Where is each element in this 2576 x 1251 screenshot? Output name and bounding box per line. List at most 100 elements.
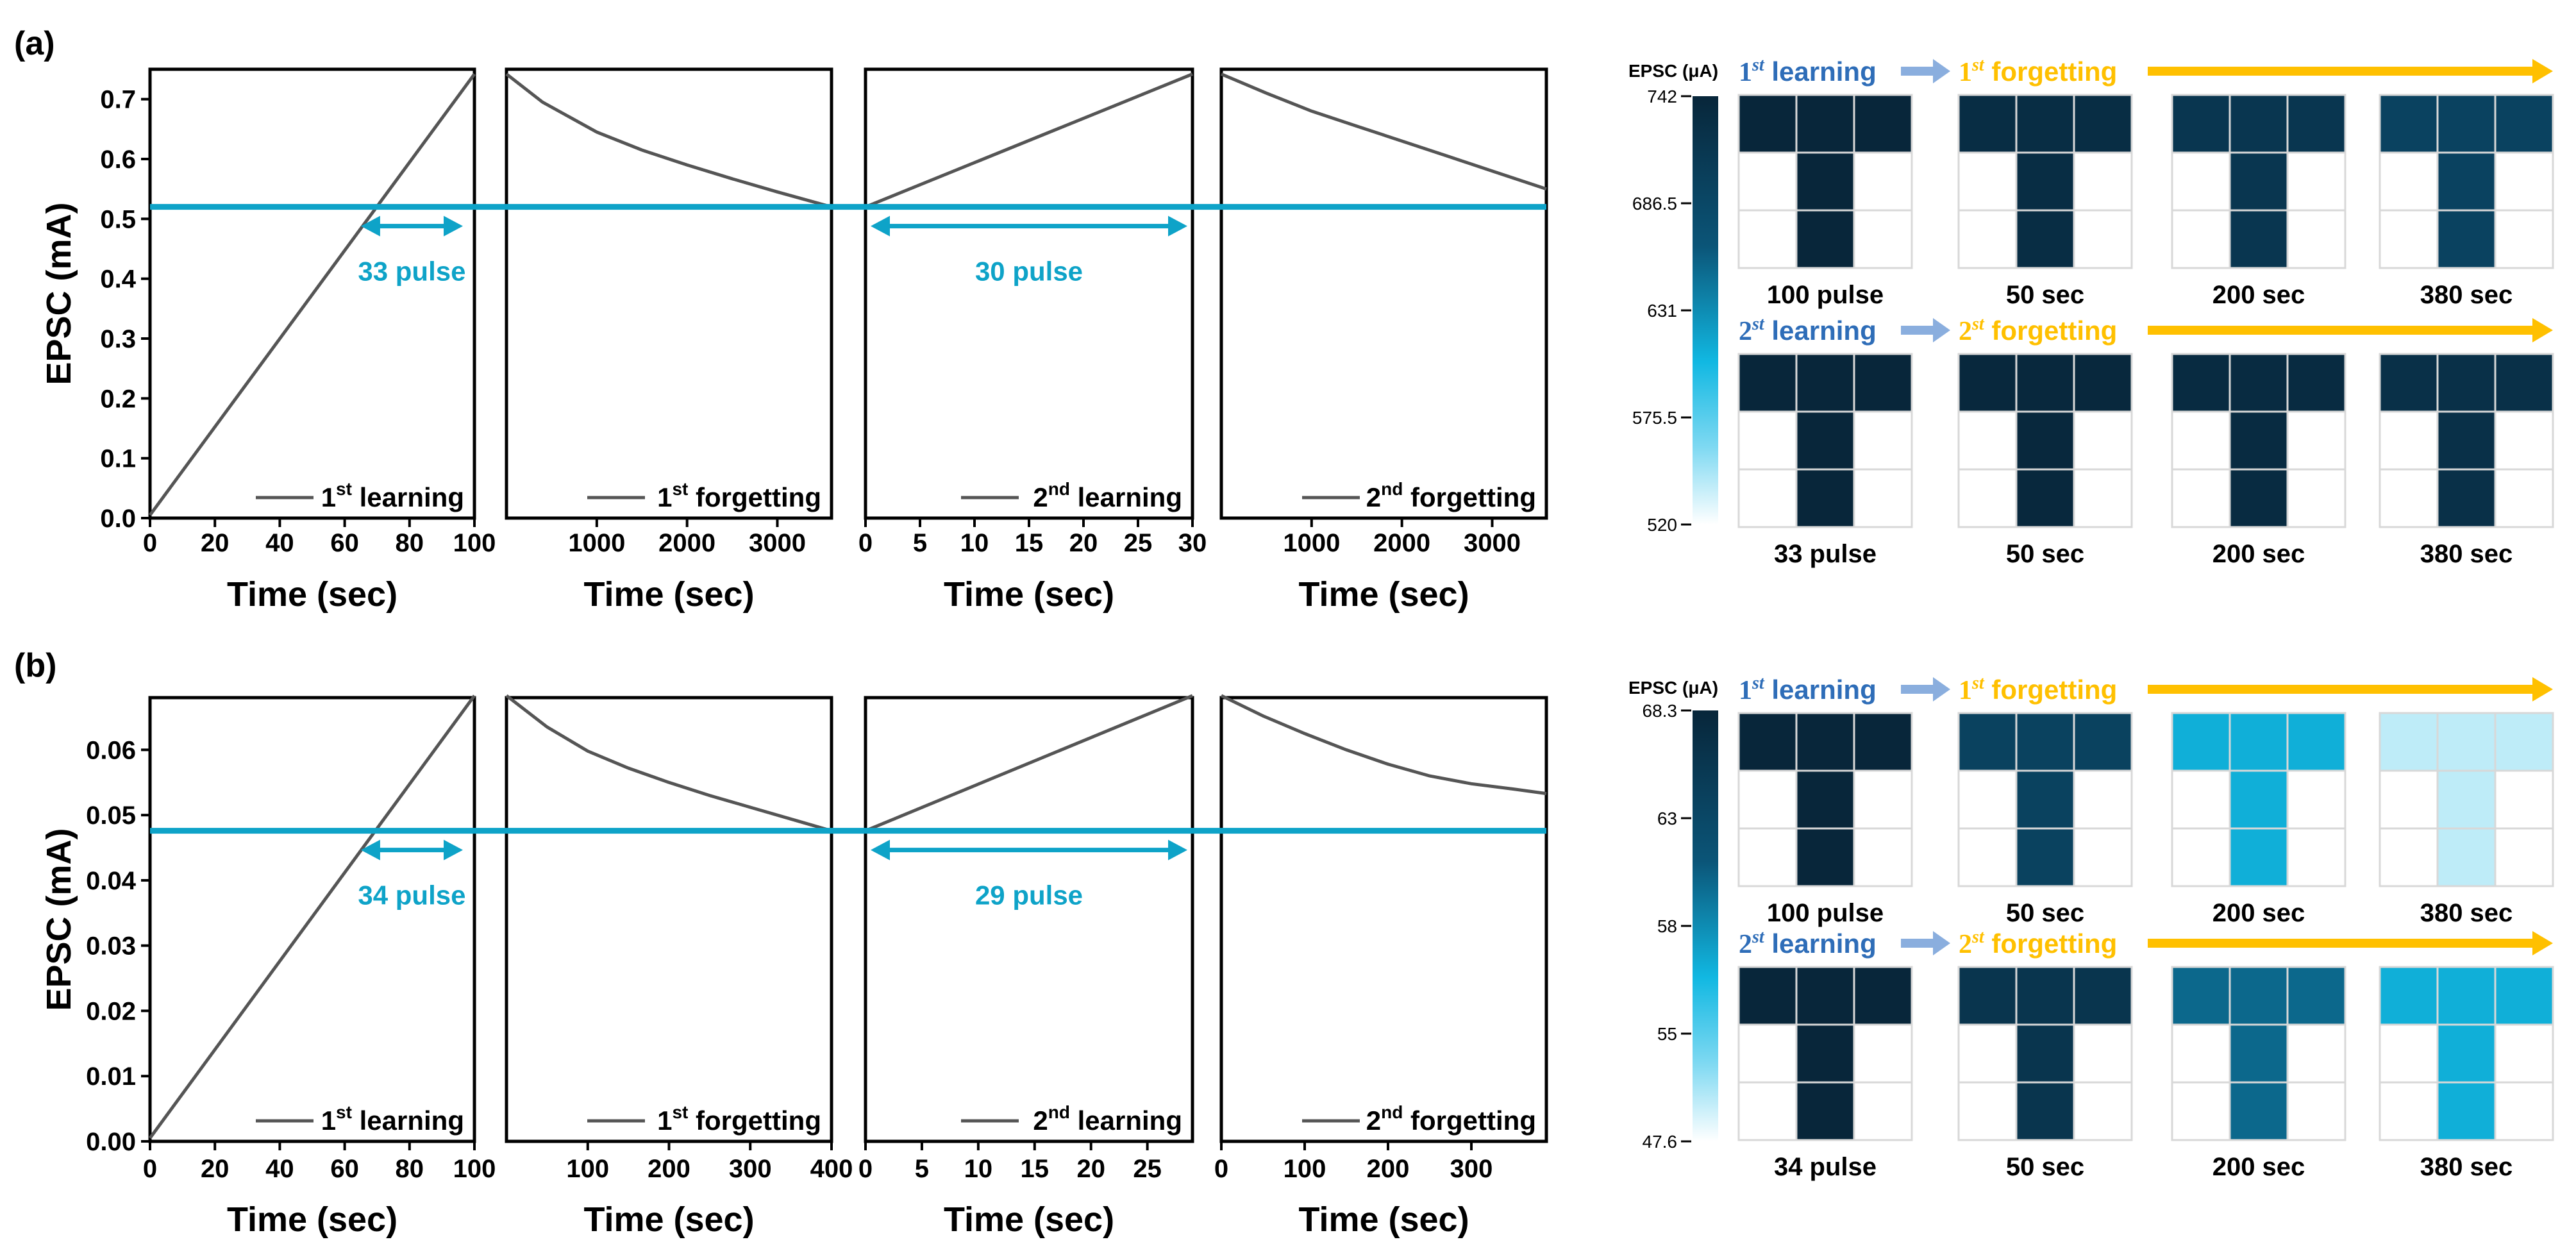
pixel-on bbox=[2015, 712, 2075, 772]
learning-arrow-shaft bbox=[1901, 326, 1933, 335]
pixel-on bbox=[2436, 966, 2497, 1026]
pixel-on bbox=[1795, 410, 1855, 471]
forgetting-arrow-shaft bbox=[2148, 326, 2532, 335]
pixel-on bbox=[2286, 712, 2346, 772]
x-axis-title: Time (sec) bbox=[583, 575, 754, 614]
learning-arrow-head bbox=[1933, 59, 1950, 83]
pixel-off bbox=[2073, 209, 2133, 269]
colorbar-tick-label: 55 bbox=[1657, 1024, 1677, 1044]
pixel-off bbox=[1957, 151, 2018, 212]
series-line bbox=[148, 73, 476, 516]
pattern-caption: 200 sec bbox=[2212, 540, 2305, 568]
learning-arrow-shaft bbox=[1901, 67, 1933, 76]
x-tick-label: 300 bbox=[1450, 1155, 1493, 1183]
pixel-on bbox=[2229, 209, 2289, 269]
pixel-on bbox=[2494, 966, 2554, 1026]
pulse-annotation: 33 pulse bbox=[358, 256, 465, 287]
pixel-on bbox=[2229, 769, 2289, 830]
x-tick-label: 10 bbox=[960, 529, 989, 557]
pixel-off bbox=[2379, 1081, 2439, 1141]
pixel-on bbox=[2229, 1081, 2289, 1141]
pattern-caption: 380 sec bbox=[2420, 899, 2513, 927]
pixel-on bbox=[2436, 827, 2497, 887]
pattern-section: EPSC (μA) 742 686.5 631 575.5 520 1st learning… bbox=[1628, 55, 2554, 568]
colorbar bbox=[1693, 96, 1718, 525]
pixel-off bbox=[1737, 769, 1798, 830]
x-tick-label: 100 bbox=[453, 529, 496, 557]
colorbar-tick-label: 63 bbox=[1657, 809, 1677, 828]
pattern-grid: 380 sec bbox=[2379, 966, 2554, 1181]
pixel-on bbox=[1853, 966, 1913, 1026]
y-tick-label: 0.06 bbox=[86, 736, 136, 764]
series-line bbox=[865, 72, 1193, 209]
colorbar-tick-label: 58 bbox=[1657, 916, 1677, 936]
y-tick-label: 0.4 bbox=[100, 265, 136, 294]
pixel-off bbox=[1957, 209, 2018, 269]
pixel-on bbox=[2229, 468, 2289, 528]
pixel-off bbox=[2286, 827, 2346, 887]
pixel-on bbox=[2229, 966, 2289, 1026]
pixel-on bbox=[2286, 353, 2346, 413]
x-tick-label: 40 bbox=[265, 1155, 294, 1183]
x-tick-label: 80 bbox=[396, 1155, 424, 1183]
legend: 2nd learning bbox=[961, 479, 1182, 512]
pixel-on bbox=[1853, 353, 1913, 413]
arrow-head-left bbox=[871, 839, 890, 861]
pixel-on bbox=[2171, 966, 2231, 1026]
pixel-on bbox=[2436, 209, 2497, 269]
arrow-head-left bbox=[871, 215, 890, 237]
arrow-head-right bbox=[444, 839, 463, 861]
pixel-off bbox=[2494, 1081, 2554, 1141]
pixel-off bbox=[1737, 209, 1798, 269]
colorbar-tick-label: 742 bbox=[1647, 87, 1677, 106]
pixel-off bbox=[1957, 827, 2018, 887]
pixel-off bbox=[2171, 827, 2231, 887]
arrow-head-right bbox=[1168, 215, 1187, 237]
y-tick-label: 0.5 bbox=[100, 205, 136, 233]
subplot-4: 1000 2000 3000 Time (sec) 2nd forgetting bbox=[1219, 67, 1548, 614]
pixel-on bbox=[2015, 1081, 2075, 1141]
x-tick-label: 1000 bbox=[568, 529, 625, 557]
pixel-on bbox=[2073, 353, 2133, 413]
forgetting-arrow-shaft bbox=[2148, 939, 2532, 948]
forgetting-arrow-head bbox=[2532, 931, 2553, 955]
pixel-off bbox=[2286, 410, 2346, 471]
x-tick-label: 40 bbox=[265, 529, 294, 557]
pixel-off bbox=[1957, 1023, 2018, 1084]
pixel-off bbox=[1853, 827, 1913, 887]
y-tick-label: 0.00 bbox=[86, 1128, 136, 1156]
colorbar-title: EPSC (μA) bbox=[1628, 678, 1718, 698]
colorbar-tick-label: 68.3 bbox=[1643, 701, 1678, 721]
pixel-on bbox=[2015, 827, 2075, 887]
panel-label: (a) bbox=[14, 25, 55, 62]
learning-phase-label: 1st learning bbox=[1739, 673, 1877, 705]
pattern-grid: 380 sec bbox=[2379, 94, 2554, 309]
pixel-on bbox=[2494, 353, 2554, 413]
y-tick-label: 0.02 bbox=[86, 997, 136, 1025]
pattern-grid: 50 sec bbox=[1957, 353, 2133, 568]
pixel-off bbox=[2171, 1023, 2231, 1084]
pattern-grid: 100 pulse bbox=[1737, 712, 1913, 927]
pixel-on bbox=[2073, 94, 2133, 154]
forgetting-phase-label: 2st forgetting bbox=[1959, 927, 2117, 959]
pixel-off bbox=[2494, 769, 2554, 830]
pixel-off bbox=[1737, 1023, 1798, 1084]
pixel-off bbox=[2073, 769, 2133, 830]
pixel-on bbox=[2229, 353, 2289, 413]
pattern-caption: 33 pulse bbox=[1774, 540, 1877, 568]
x-tick-label: 200 bbox=[648, 1155, 690, 1183]
plot-frame bbox=[148, 696, 476, 1143]
pattern-caption: 34 pulse bbox=[1774, 1153, 1877, 1181]
colorbar-tick-label: 686.5 bbox=[1632, 194, 1677, 214]
x-tick-label: 2000 bbox=[1373, 529, 1430, 557]
subplot-1: 0 20 40 60 80 100 Time (sec) 1st learning bbox=[143, 694, 496, 1239]
forgetting-arrow-head bbox=[2532, 59, 2553, 83]
learning-phase-label: 2st learning bbox=[1739, 927, 1877, 959]
pattern-row-2: 2st learning 2st forgetting 33 pulse 50 sec… bbox=[1737, 314, 2554, 568]
pixel-on bbox=[2494, 712, 2554, 772]
pixel-on bbox=[2379, 712, 2439, 772]
pixel-off bbox=[2171, 151, 2231, 212]
x-axis-title: Time (sec) bbox=[944, 575, 1114, 614]
pulse-annotation: 34 pulse bbox=[358, 880, 465, 911]
pattern-grid: 34 pulse bbox=[1737, 966, 1913, 1181]
